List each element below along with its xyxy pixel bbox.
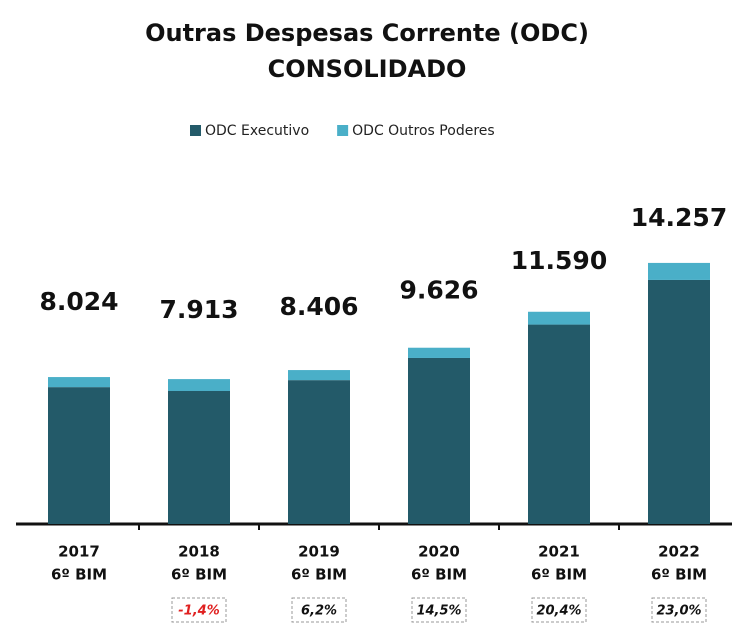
bar-segment xyxy=(48,387,110,524)
growth-label: -1,4% xyxy=(178,604,219,619)
bar-segment xyxy=(528,311,590,325)
total-label: 11.590 xyxy=(511,246,607,275)
total-label: 14.257 xyxy=(631,203,727,232)
bar-segment xyxy=(168,390,230,524)
chart-subtitle: CONSOLIDADO xyxy=(268,55,467,83)
growth-label: 23,0% xyxy=(656,604,701,619)
bar-segment xyxy=(528,324,590,524)
x-tick-sublabel: 6º BIM xyxy=(411,566,467,584)
bar-segment xyxy=(168,379,230,391)
total-label: 8.024 xyxy=(39,287,118,316)
x-tick-label: 2020 xyxy=(418,543,460,561)
bar-segment xyxy=(48,377,110,388)
legend-swatch xyxy=(337,125,349,136)
legend-label: ODC Executivo xyxy=(205,123,309,139)
x-tick-label: 2022 xyxy=(658,543,700,561)
growth-label: 20,4% xyxy=(536,604,581,619)
growth-box xyxy=(531,597,587,623)
legend-label: ODC Outros Poderes xyxy=(352,123,495,139)
bar-segment xyxy=(408,357,470,524)
x-tick-sublabel: 6º BIM xyxy=(291,566,347,584)
x-tick-sublabel: 6º BIM xyxy=(51,566,107,584)
x-tick-sublabel: 6º BIM xyxy=(651,566,707,584)
total-label: 7.913 xyxy=(159,295,238,324)
growth-box xyxy=(651,597,707,623)
bar-segment xyxy=(648,262,710,280)
bar-segment xyxy=(408,347,470,358)
bar-segment xyxy=(288,380,350,524)
x-tick-label: 2021 xyxy=(538,543,580,561)
growth-box xyxy=(291,597,347,623)
x-tick-label: 2018 xyxy=(178,543,220,561)
bar-segment xyxy=(288,370,350,381)
growth-label: 6,2% xyxy=(301,604,337,619)
x-tick-sublabel: 6º BIM xyxy=(171,566,227,584)
legend-swatch xyxy=(190,125,201,136)
bar-segment xyxy=(648,279,710,524)
total-label: 8.406 xyxy=(279,292,358,321)
x-tick-label: 2017 xyxy=(58,543,100,561)
growth-box xyxy=(411,597,467,623)
total-label: 9.626 xyxy=(399,276,478,305)
growth-label: 14,5% xyxy=(416,604,461,619)
x-tick-label: 2019 xyxy=(298,543,340,561)
x-tick-sublabel: 6º BIM xyxy=(531,566,587,584)
chart-title: Outras Despesas Corrente (ODC) xyxy=(145,19,589,47)
growth-box xyxy=(171,597,227,623)
